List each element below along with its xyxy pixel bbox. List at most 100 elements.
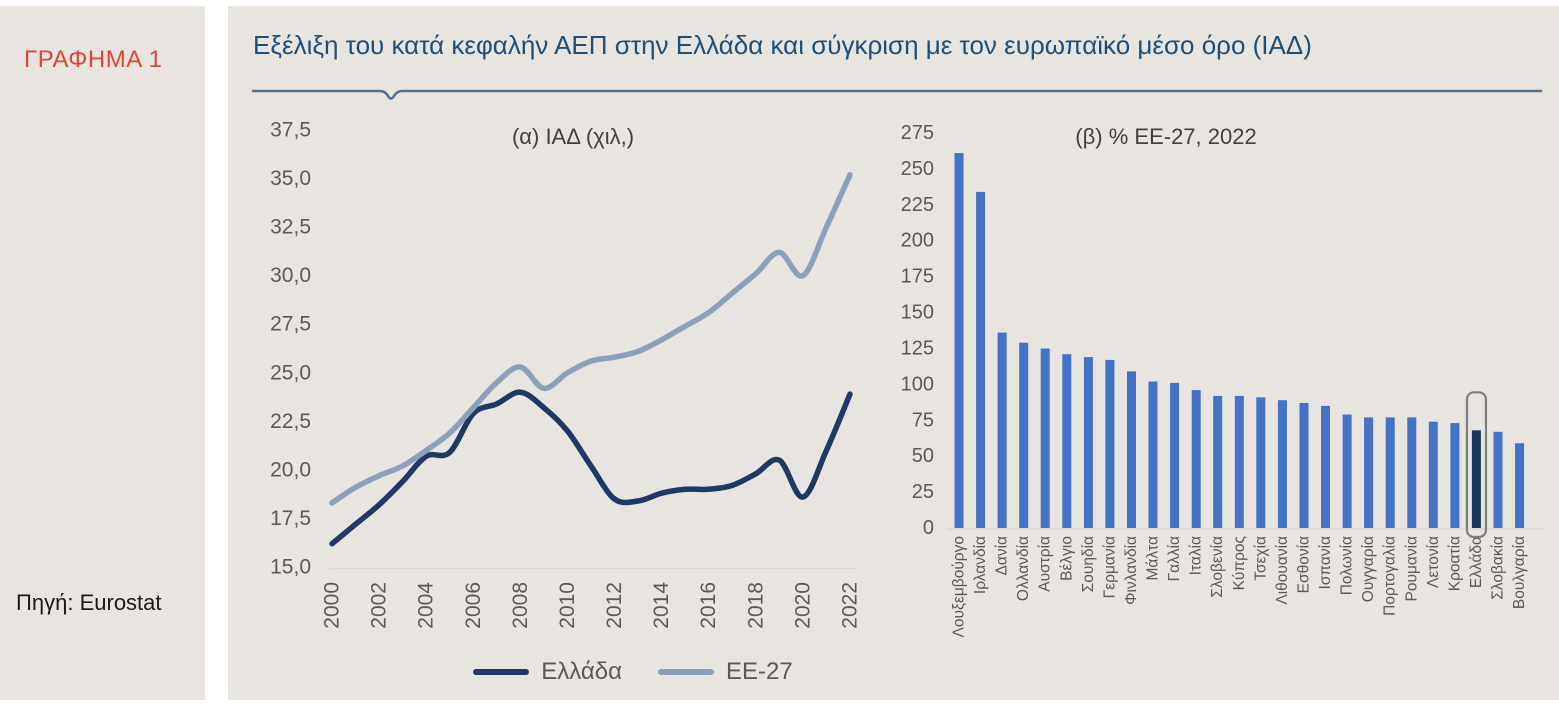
bar-chart-category-label: Ελλάδα [1468,536,1485,588]
bar-chart-category-label: Βέλγιο [1058,536,1075,581]
line-chart-y-tick: 25,0 [270,361,311,384]
bar-chart-category-label: Πορτογαλία [1382,536,1399,616]
bar-chart-y-tick: 250 [901,158,934,180]
bar-Σλοβενία [1213,395,1223,528]
line-chart-x-tick: 2012 [603,582,626,629]
bar-chart-category-label: Βουλγαρία [1511,536,1528,609]
line-chart-x-tick: 2000 [321,582,344,629]
bar-chart-category-label: Ολλανδία [1015,536,1032,601]
bar-Ελλάδα [1471,430,1481,528]
bar-chart-y-tick: 200 [901,230,934,252]
bar-Σλοβακία [1493,431,1503,528]
bar-chart-y-tick: 225 [901,194,934,216]
bar-Δανία [997,332,1007,528]
bar-chart-category-label: Γαλλία [1166,536,1183,581]
bar-Εσθονία [1299,403,1309,528]
legend-item-greece: Ελλάδα [473,658,622,686]
title-underline [251,89,1543,100]
bar-chart-title: (β) % ΕΕ-27, 2022 [1075,124,1257,149]
legend-swatch-eu27 [658,669,715,675]
bar-chart-category-label: Μάλτα [1145,536,1162,581]
bar-Τσεχία [1256,397,1266,528]
bar-chart-category-label: Αυστρία [1037,536,1054,592]
source-label: Πηγή: Eurostat [16,590,162,615]
bar-Αυστρία [1040,348,1050,528]
bar-chart-category-label: Κύπρος [1231,536,1248,590]
chart-panel: Εξέλιξη του κατά κεφαλήν ΑΕΠ στην Ελλάδα… [228,6,1559,700]
bar-chart-category-label: Εσθονία [1295,536,1312,593]
bar-chart-category-label: Ισπανία [1317,536,1334,590]
bar-chart-category-label: Ιρλανδία [972,536,989,594]
line-chart-y-tick: 32,5 [270,216,311,239]
sidebar-panel: ΓΡΑΦΗΜΑ 1 Πηγή: Eurostat [0,6,205,700]
bar-Βουλγαρία [1515,443,1525,528]
bar-chart-y-tick: 0 [923,517,934,539]
bar-Γαλλία [1170,382,1180,528]
chart-legend: Ελλάδα ΕΕ-27 [423,658,843,686]
bar-Βέλγιο [1062,354,1072,528]
bar-Ισπανία [1321,405,1330,528]
line-chart-x-tick: 2014 [650,582,673,629]
bar-chart-category-label: Φινλανδία [1123,536,1140,605]
bar-chart-category-label: Κροατία [1446,536,1463,591]
line-chart-x-tick: 2006 [462,582,485,629]
bar-chart-category-label: Σλοβακία [1490,536,1507,600]
series-line-greece [329,389,853,547]
line-chart-y-tick: 20,0 [270,458,311,481]
series-line-eu27 [329,171,853,506]
bar-Κύπρος [1234,395,1244,528]
legend-label-greece: Ελλάδα [541,658,623,685]
line-chart-y-tick: 22,5 [270,410,311,433]
line-chart-y-tick: 30,0 [270,264,311,287]
line-chart-x-tick: 2016 [697,582,720,629]
bar-Κροατία [1450,423,1460,528]
line-chart-x-tick: 2008 [509,582,532,629]
bar-chart-y-tick: 75 [912,409,934,431]
bar-Φινλανδία [1127,371,1136,528]
bar-Γερμανία [1105,359,1115,528]
bar-chart-category-label: Ουγγαρία [1360,536,1377,602]
line-chart-y-tick: 27,5 [270,313,311,336]
legend-label-eu27: ΕΕ-27 [726,658,793,685]
bar-chart-y-tick: 25 [912,481,934,503]
line-chart-y-tick: 35,0 [270,167,311,190]
greece-highlight-box [1465,391,1488,539]
line-chart-x-tick: 2022 [838,582,861,629]
bar-chart-category-label: Σλοβενία [1209,536,1226,598]
bar-Πολωνία [1342,414,1352,528]
line-chart-y-tick: 15,0 [270,556,311,579]
bar-Πορτογαλία [1385,417,1395,528]
bar-chart-category-label: Πολωνία [1339,536,1356,595]
bar-Λουξεμβούργο [954,153,964,528]
bar-Μάλτα [1148,381,1158,528]
bar-chart-y-tick: 100 [901,373,934,395]
line-chart-x-tick: 2010 [556,582,579,629]
bar-chart-y-tick: 150 [901,302,934,324]
bar-Λετονία [1428,421,1438,528]
bar-chart-y-tick: 175 [901,266,934,288]
line-chart-x-tick: 2018 [744,582,767,629]
legend-swatch-greece [473,669,530,675]
bar-Ολλανδία [1019,342,1029,528]
line-chart-title: (α) ΙΑΔ (χιλ,) [511,124,635,149]
bar-chart-category-label: Τσεχία [1252,536,1269,581]
line-chart-y-tick: 37,5 [270,119,311,142]
bar-chart-category-label: Λετονία [1425,536,1442,588]
line-chart-x-tick: 2020 [791,582,814,629]
figure-label: ΓΡΑΦΗΜΑ 1 [24,46,163,73]
bar-chart-category-label: Γερμανία [1101,536,1118,598]
bar-Ιταλία [1191,390,1201,528]
bar-Ρουμανία [1407,417,1417,528]
line-chart-x-tick: 2004 [415,582,438,629]
bar-chart-category-label: Ρουμανία [1403,536,1420,602]
bar-Ουγγαρία [1364,417,1374,528]
bar-chart-y-tick: 125 [901,337,934,359]
title-underline-path [251,89,1543,100]
bar-Λιθουανία [1277,400,1287,528]
bar-Σουηδία [1083,357,1093,528]
legend-item-eu27: ΕΕ-27 [658,658,793,686]
bar-chart-category-label: Σουηδία [1080,536,1097,592]
line-chart-y-tick: 17,5 [270,507,311,530]
bar-chart-y-tick: 50 [912,445,934,467]
